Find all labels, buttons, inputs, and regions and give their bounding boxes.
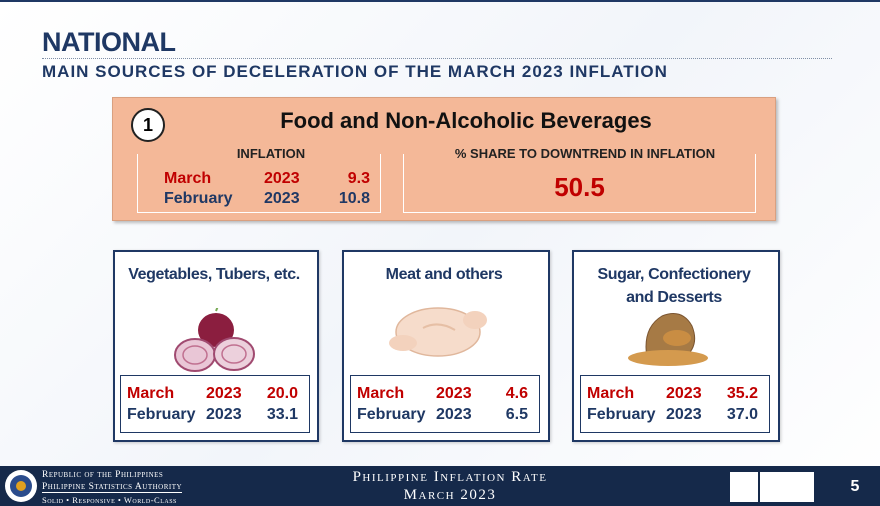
share-box — [403, 154, 756, 213]
rank-badge: 1 — [131, 108, 165, 142]
cert-badge — [730, 472, 758, 502]
footer-text: Republic of the Philippines — [42, 470, 164, 480]
value: 10.8 — [338, 190, 370, 207]
inflation-box — [137, 154, 381, 213]
top-rule — [0, 0, 880, 2]
year: 2023 — [264, 190, 300, 207]
month: February — [587, 406, 656, 423]
card-stats — [580, 375, 770, 433]
year: 2023 — [206, 385, 242, 402]
card-title: Meat and others — [385, 266, 503, 283]
card-stats — [350, 375, 540, 433]
month: February — [357, 406, 426, 423]
month: March — [357, 385, 405, 402]
card-stats — [120, 375, 310, 433]
card-title: Sugar, Confectionery and Desserts — [597, 266, 751, 306]
cert-badge — [760, 472, 814, 502]
footer-title: Philippine Inflation Rate — [352, 469, 548, 485]
month: March — [127, 385, 175, 402]
dotted-rule — [42, 58, 832, 59]
footer-title: March 2023 — [403, 487, 497, 503]
month: February — [164, 190, 233, 207]
value: 6.5 — [505, 406, 528, 423]
value: 9.3 — [347, 170, 370, 187]
onion-image — [174, 308, 255, 372]
year: 2023 — [206, 406, 242, 423]
footer-text: Philippine Statistics Authority — [42, 482, 183, 493]
month: February — [127, 406, 196, 423]
slide-title: NATIONAL — [42, 27, 176, 57]
footer-text: Solid • Responsive • World-Class — [42, 495, 177, 505]
year: 2023 — [666, 406, 702, 423]
slide-subtitle: MAIN SOURCES OF DECELERATION OF THE MARC… — [42, 62, 668, 81]
share-label: % SHARE TO DOWNTREND IN INFLATION — [420, 146, 750, 161]
value: 20.0 — [266, 385, 298, 402]
inflation-label: INFLATION — [215, 146, 327, 161]
main-title: Food and Non-Alcoholic Beverages — [280, 108, 652, 133]
card-title: Vegetables, Tubers, etc. — [128, 266, 300, 283]
value: 4.6 — [505, 385, 528, 402]
page-number: 5 — [850, 478, 860, 495]
year: 2023 — [666, 385, 702, 402]
value: 33.1 — [266, 406, 298, 423]
month: March — [587, 385, 635, 402]
year: 2023 — [436, 406, 472, 423]
sugar-image — [628, 313, 708, 366]
share-value: 50.5 — [554, 172, 605, 202]
year: 2023 — [436, 385, 472, 402]
year: 2023 — [264, 170, 300, 187]
month: March — [164, 170, 212, 187]
chicken-image — [389, 307, 487, 357]
psa-logo — [5, 470, 37, 502]
value: 37.0 — [726, 406, 758, 423]
value: 35.2 — [726, 385, 758, 402]
